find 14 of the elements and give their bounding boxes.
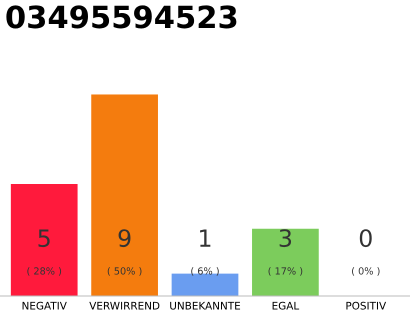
x-tick-label: NEGATIV (22, 302, 67, 310)
data-label: 9 ( 50% ) (108, 229, 142, 276)
x-tick-label: VERWIRREND (89, 302, 160, 310)
bar (91, 94, 158, 296)
data-label: 3 ( 17% ) (268, 229, 302, 276)
chart-title: 03495594523 (6, 5, 236, 28)
data-label: 0 ( 0% ) (352, 229, 380, 276)
x-tick-label: POSITIV (346, 302, 386, 310)
x-tick-label: UNBEKANNTE (170, 302, 240, 310)
bar (10, 184, 78, 296)
data-label: 1 ( 6% ) (191, 230, 219, 276)
bar (252, 228, 319, 296)
data-label: 5 ( 28% ) (27, 230, 62, 276)
x-tick-label: EGAL (272, 302, 300, 310)
